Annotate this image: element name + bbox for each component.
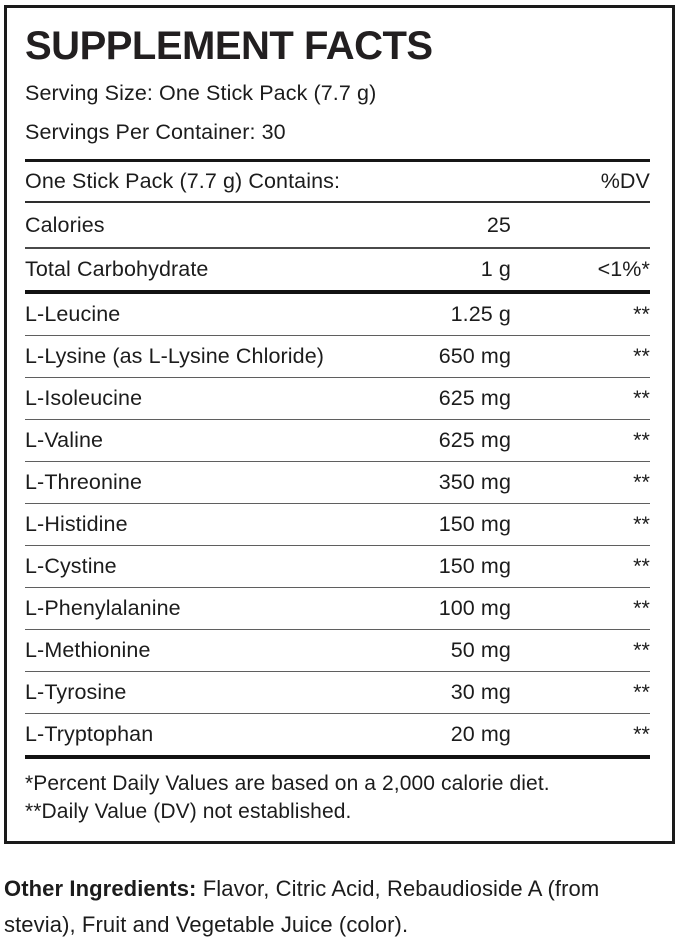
table-row: L-Valine 625 mg ** [25,420,650,462]
nutrient-amount: 150 mg [438,554,511,578]
table-row: L-Tyrosine 30 mg ** [25,672,650,714]
nutrient-dv: ** [633,638,650,662]
contains-column-header: One Stick Pack (7.7 g) Contains: [25,169,341,193]
table-row: L-Isoleucine 625 mg ** [25,378,650,420]
nutrient-name: Calories [25,213,105,237]
nutrient-amount: 1 g [480,257,511,281]
nutrient-dv: ** [633,680,650,704]
nutrient-table: Calories 25 Total Carbohydrate 1 g <1%* L-Leu… [25,203,650,759]
serving-size: Serving Size: One Stick Pack (7.7 g) [25,81,377,105]
nutrient-dv: ** [633,428,650,452]
nutrient-amount: 30 mg [450,680,511,704]
table-row: L-Histidine 150 mg ** [25,504,650,546]
nutrient-name: L-Valine [25,428,104,452]
nutrient-amount: 150 mg [438,512,511,536]
nutrient-name: L-Phenylalanine [25,596,181,620]
table-header-row: One Stick Pack (7.7 g) Contains: %DV [25,159,650,203]
table-row: Calories 25 [25,203,650,249]
nutrient-dv: ** [633,596,650,620]
dv-column-header: %DV [600,169,650,193]
nutrient-name: L-Tryptophan [25,722,154,746]
table-row: L-Methionine 50 mg ** [25,630,650,672]
nutrient-dv: ** [633,554,650,578]
nutrient-amount: 625 mg [438,386,511,410]
nutrient-dv: <1%* [597,257,650,281]
table-row: L-Cystine 150 mg ** [25,546,650,588]
table-row: L-Leucine 1.25 g ** [25,294,650,336]
other-ingredients-label: Other Ingredients: [4,876,197,902]
table-row: L-Threonine 350 mg ** [25,462,650,504]
nutrient-amount: 1.25 g [450,302,511,326]
table-row: L-Phenylalanine 100 mg ** [25,588,650,630]
nutrient-name: L-Lysine (as L-Lysine Chloride) [25,344,325,368]
table-row: L-Lysine (as L-Lysine Chloride) 650 mg ** [25,336,650,378]
supplement-facts-panel: SUPPLEMENT FACTS Serving Size: One Stick… [4,5,675,845]
nutrient-name: L-Threonine [25,470,143,494]
nutrient-dv: ** [633,302,650,326]
nutrient-name: L-Tyrosine [25,680,127,704]
nutrient-dv: ** [633,512,650,536]
nutrient-name: Total Carbohydrate [25,257,209,281]
nutrient-dv: ** [633,722,650,746]
supplement-label-page: SUPPLEMENT FACTS Serving Size: One Stick… [0,5,679,943]
nutrient-amount: 100 mg [438,596,511,620]
footnote-percent-dv: *Percent Daily Values are based on a 2,0… [25,772,550,795]
panel-title: SUPPLEMENT FACTS [25,24,433,68]
nutrient-name: L-Cystine [25,554,117,578]
nutrient-name: L-Isoleucine [25,386,143,410]
nutrient-amount: 25 [486,213,511,237]
nutrient-amount: 625 mg [438,428,511,452]
table-row: L-Tryptophan 20 mg ** [25,714,650,759]
nutrient-name: L-Histidine [25,512,128,536]
nutrient-dv: ** [633,344,650,368]
nutrient-name: L-Leucine [25,302,121,326]
footnote-dv-not-established: **Daily Value (DV) not established. [25,799,352,823]
table-row: Total Carbohydrate 1 g <1%* [25,249,650,294]
nutrient-amount: 20 mg [450,722,511,746]
nutrient-amount: 650 mg [438,344,511,368]
nutrient-dv: ** [633,386,650,410]
nutrient-amount: 50 mg [450,638,511,662]
nutrient-name: L-Methionine [25,638,151,662]
footnotes: *Percent Daily Values are based on a 2,0… [25,759,650,841]
other-ingredients: Other Ingredients: Flavor, Citric Acid, … [4,871,664,942]
servings-per-container: Servings Per Container: 30 [25,120,286,144]
nutrient-dv: ** [633,470,650,494]
nutrient-amount: 350 mg [438,470,511,494]
